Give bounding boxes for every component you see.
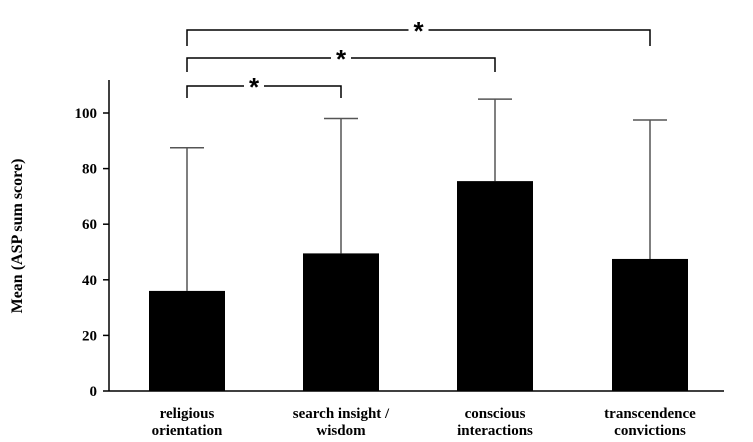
x-tick-label: convictions — [614, 423, 686, 439]
x-tick-label: search insight / — [293, 406, 390, 422]
y-axis-title: Mean (ASP sum score) — [9, 159, 26, 314]
bar — [149, 290, 225, 391]
bar — [612, 258, 688, 391]
significance-asterisk: * — [413, 16, 424, 46]
y-tick-label: 40 — [82, 273, 97, 289]
x-tick-label: interactions — [457, 423, 533, 439]
significance-gap — [408, 28, 429, 32]
y-axis: 0 20 40 60 80 100 — [75, 80, 110, 400]
significance-gap — [331, 56, 351, 60]
bar — [303, 253, 379, 391]
y-tick-label: 20 — [82, 328, 97, 344]
x-tick-label: orientation — [152, 423, 223, 439]
significance-gap — [244, 84, 264, 88]
significance-brackets: * * * — [186, 16, 651, 102]
y-tick-label: 60 — [82, 217, 97, 233]
bars — [149, 181, 688, 391]
x-tick-label: religious — [160, 406, 215, 422]
bar — [457, 181, 533, 391]
significance-asterisk: * — [249, 72, 260, 102]
x-tick-label: conscious — [465, 406, 526, 422]
significance-asterisk: * — [336, 44, 347, 74]
y-tick-label: 80 — [82, 162, 97, 178]
y-tick-label: 0 — [90, 384, 98, 400]
x-tick-label: transcendence — [604, 406, 696, 422]
error-bars — [170, 98, 667, 291]
y-tick-label: 100 — [75, 106, 98, 122]
x-tick-label: wisdom — [316, 423, 366, 439]
